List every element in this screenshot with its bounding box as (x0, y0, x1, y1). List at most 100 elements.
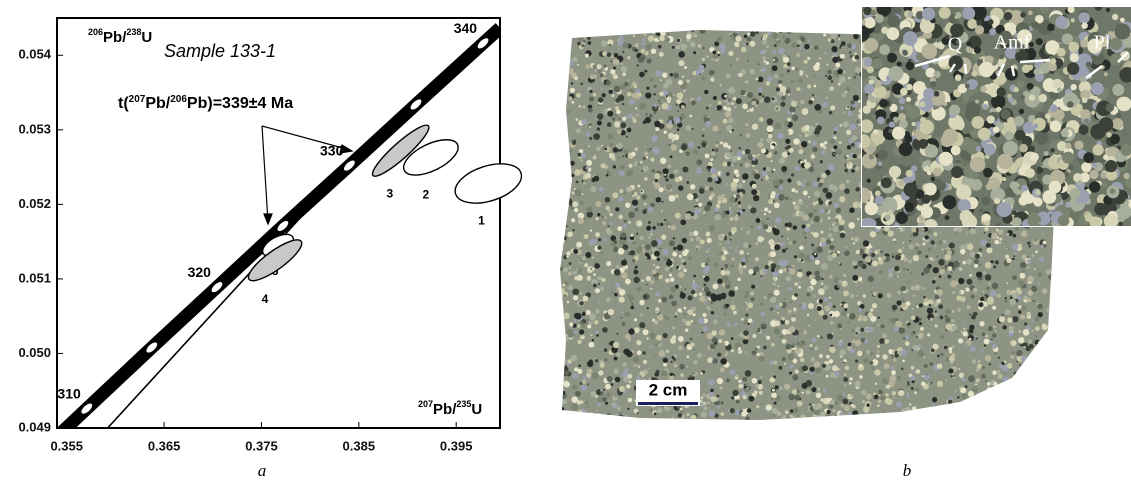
grain (1062, 260, 1068, 266)
grain (877, 399, 882, 404)
grain (632, 118, 637, 123)
grain (655, 70, 663, 77)
grain (804, 161, 811, 169)
grain (715, 143, 719, 148)
grain (678, 80, 684, 86)
grain (599, 392, 604, 396)
grain (1084, 213, 1093, 222)
grain (590, 411, 593, 415)
grain (654, 342, 659, 347)
grain (726, 101, 731, 106)
grain (1056, 293, 1058, 300)
grain (669, 286, 677, 293)
grain (919, 317, 923, 321)
grain (782, 56, 790, 63)
grain (844, 292, 846, 295)
grain (674, 116, 681, 124)
grain (568, 148, 573, 153)
grain (578, 364, 581, 368)
grain (741, 261, 746, 266)
grain (573, 367, 579, 372)
grain (613, 85, 621, 93)
grain (655, 196, 662, 203)
grain (806, 205, 808, 208)
grain (635, 265, 638, 269)
grain (729, 369, 736, 376)
grain (699, 73, 701, 76)
grain (969, 420, 974, 425)
grain (712, 319, 718, 325)
grain (598, 238, 602, 242)
grain (582, 295, 589, 302)
grain (606, 52, 612, 57)
grain (804, 329, 807, 332)
grain (595, 330, 599, 334)
grain (1109, 37, 1123, 51)
grain (570, 82, 574, 85)
grain (607, 39, 614, 46)
grain (630, 233, 634, 237)
grain (958, 267, 963, 271)
grain (934, 310, 938, 314)
grain (1043, 334, 1046, 337)
grain (667, 33, 670, 36)
grain (984, 261, 992, 269)
grain (779, 418, 783, 420)
grain (954, 389, 957, 392)
grain (597, 245, 602, 250)
grain (726, 107, 732, 112)
grain (793, 407, 799, 413)
grain (710, 396, 717, 403)
grain (846, 154, 849, 158)
grain (951, 319, 955, 323)
grain (1059, 278, 1063, 282)
grain (555, 360, 559, 364)
grain (788, 147, 794, 153)
grain (632, 259, 636, 263)
grain (683, 89, 686, 92)
grain (853, 236, 860, 243)
grain (851, 135, 858, 141)
grain (771, 268, 775, 273)
grain (662, 31, 665, 33)
grain (579, 329, 585, 335)
grain (784, 120, 789, 126)
grain (668, 294, 674, 300)
grain (686, 376, 689, 379)
grain (808, 196, 810, 198)
grain (668, 273, 673, 277)
grain (900, 298, 906, 303)
grain (585, 166, 589, 170)
grain (1002, 325, 1007, 330)
grain (929, 362, 934, 366)
grain (827, 69, 832, 75)
grain (900, 367, 904, 371)
grain (798, 341, 804, 347)
grain (618, 156, 620, 159)
grain (627, 56, 631, 60)
grain (604, 147, 607, 151)
grain (655, 291, 660, 297)
grain (682, 318, 686, 323)
grain (979, 321, 985, 327)
grain (826, 239, 832, 245)
grain (725, 124, 733, 132)
grain (923, 374, 930, 381)
grain (771, 191, 776, 196)
grain (1059, 238, 1063, 242)
grain (738, 146, 741, 150)
grain (929, 317, 933, 321)
grain (925, 255, 929, 258)
grain (974, 25, 985, 35)
grain (668, 165, 671, 168)
grain (778, 261, 783, 266)
grain (872, 291, 878, 297)
grain (974, 231, 977, 234)
grain (841, 310, 847, 316)
grain (656, 334, 662, 341)
grain (623, 149, 629, 155)
grain (589, 136, 593, 140)
grain (628, 163, 633, 168)
grain (727, 409, 730, 412)
grain (679, 263, 685, 269)
